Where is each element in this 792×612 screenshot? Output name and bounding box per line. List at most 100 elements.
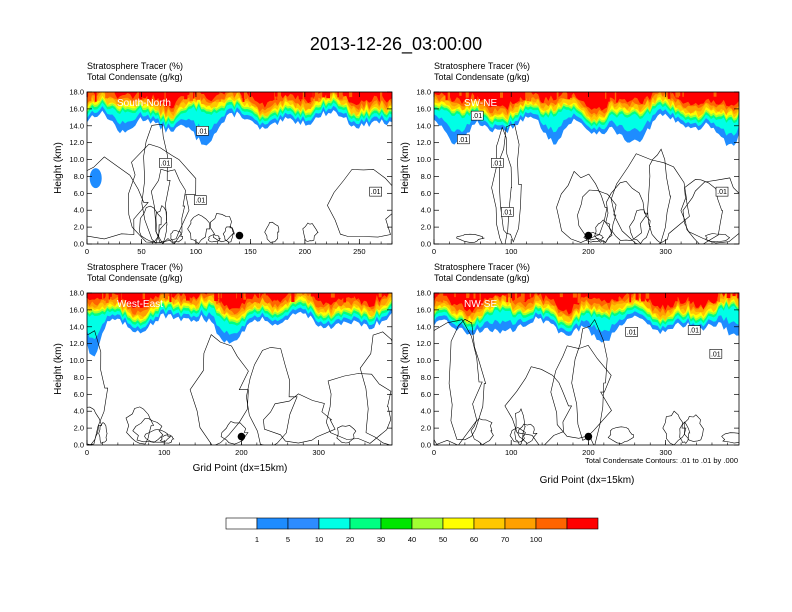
y-tick-label: 14.0 (69, 322, 84, 331)
x-tick-label: 150 (244, 247, 257, 256)
contour-label-box (159, 158, 172, 168)
tracer-streak (567, 92, 570, 100)
condensate-contour (456, 233, 485, 243)
panel-3: Stratosphere Tracer (%)Total Condensate … (53, 262, 393, 457)
y-tick-label: 0.0 (74, 240, 84, 249)
tracer-streak (189, 92, 193, 101)
condensate-contour (127, 143, 197, 244)
colorbar-swatch (287, 517, 320, 530)
location-marker (235, 231, 244, 240)
condensate-contour (159, 434, 175, 444)
tracer-streak (370, 92, 373, 100)
contour-label-box (687, 325, 701, 335)
location-marker (237, 432, 246, 441)
panel-label: South-North (117, 98, 171, 109)
condensate-contour (448, 318, 487, 441)
tracer-streak (615, 293, 619, 302)
tracer-streak (539, 92, 543, 101)
contour-label: .01 (458, 137, 468, 144)
tracer-streak (275, 92, 278, 97)
colorbar: 1 5 10 20 30 40 50 60 70 100 (225, 517, 599, 544)
tracer-streak (529, 92, 532, 102)
condensate-contour (144, 429, 172, 443)
plot-area: NW-SE .01 .01 .01 (434, 293, 739, 445)
tracer-streak (105, 293, 109, 303)
colorbar-label: 100 (530, 535, 543, 544)
y-tick-label: 18.0 (69, 88, 84, 97)
tracer-streak (526, 92, 530, 101)
contour-label-box (369, 186, 382, 197)
y-tick-label: 0.0 (421, 441, 431, 450)
tracer-streak (440, 293, 444, 303)
condensate-contour (647, 148, 672, 244)
plot-area: West-East (87, 293, 392, 445)
tracer-streak (138, 92, 143, 100)
y-tick-label: 0.0 (74, 441, 84, 450)
x-tick-label: 200 (582, 448, 595, 457)
tracer-streak (244, 92, 247, 99)
contour-label-box (196, 126, 209, 136)
tracer-streak (263, 293, 266, 299)
y-tick-label: 8.0 (421, 373, 431, 382)
plot-frame (433, 292, 740, 446)
condensate-contour (325, 373, 392, 444)
tracer-streak (678, 92, 681, 97)
tracer-band-9 (87, 293, 392, 310)
tracer-streak (726, 293, 731, 298)
tracer-streak (380, 92, 383, 101)
tracer-streak (476, 92, 481, 96)
y-tick-label: 16.0 (416, 104, 431, 113)
subtitle-tracer: Stratosphere Tracer (%) (87, 262, 183, 272)
colorbar-swatch (318, 517, 351, 530)
tracer-streak (510, 293, 512, 303)
tracer-streak (446, 92, 450, 101)
y-tick-label: 6.0 (421, 390, 431, 399)
x-tick-label: 200 (299, 247, 312, 256)
tracer-streak (321, 293, 324, 302)
tracer-streak (521, 293, 525, 302)
plot-area: SW-NE .01 .01 .01 .01 .01 (434, 92, 739, 244)
tracer-streak (219, 92, 221, 102)
contour-label-box (491, 158, 504, 168)
y-tick-label: 10.0 (416, 356, 431, 365)
tracer-streak (219, 293, 221, 303)
colorbar-label: 40 (408, 535, 416, 544)
tracer-streak (521, 92, 525, 97)
tracer-streak (506, 293, 510, 297)
tracer-streak (459, 92, 462, 96)
tracer-streak (378, 293, 382, 298)
panel-1: Stratosphere Tracer (%)Total Condensate … (53, 61, 393, 256)
tracer-streak (229, 293, 232, 303)
condensate-contour (434, 319, 483, 445)
tracer-streak (298, 92, 303, 100)
y-tick-label: 12.0 (69, 339, 84, 348)
x-tick-label: 100 (190, 247, 203, 256)
x-tick-label: 0 (432, 448, 436, 457)
y-tick-label: 2.0 (421, 223, 431, 232)
contour-label: .01 (502, 209, 512, 216)
subtitle-condensate: Total Condensate (g/kg) (87, 72, 183, 82)
tracer-streak (102, 293, 104, 300)
x-tick-label: 100 (505, 247, 518, 256)
condensate-contour (610, 153, 690, 244)
condensate-contour (336, 425, 357, 444)
condensate-contour (571, 318, 608, 445)
colorbar-swatch (225, 517, 258, 530)
condensate-contour (470, 418, 494, 445)
x-tick-label: 250 (353, 247, 366, 256)
tracer-streak (675, 293, 678, 302)
condensate-contour (683, 414, 705, 442)
tracer-streak (259, 293, 261, 301)
y-tick-label: 4.0 (421, 407, 431, 416)
tracer-band-9 (434, 92, 739, 111)
tracer-streak (629, 293, 632, 303)
y-tick-label: 8.0 (74, 373, 84, 382)
y-tick-label: 4.0 (421, 206, 431, 215)
y-tick-label: 12.0 (416, 138, 431, 147)
tracer-streak (487, 92, 490, 101)
tracer-streak (343, 293, 347, 303)
tracer-streak (118, 293, 122, 303)
subtitle-condensate: Total Condensate (g/kg) (87, 273, 183, 283)
x-tick-label: 100 (158, 448, 171, 457)
contour-note: Total Condensate Contours: .01 to .01 by… (585, 456, 738, 465)
